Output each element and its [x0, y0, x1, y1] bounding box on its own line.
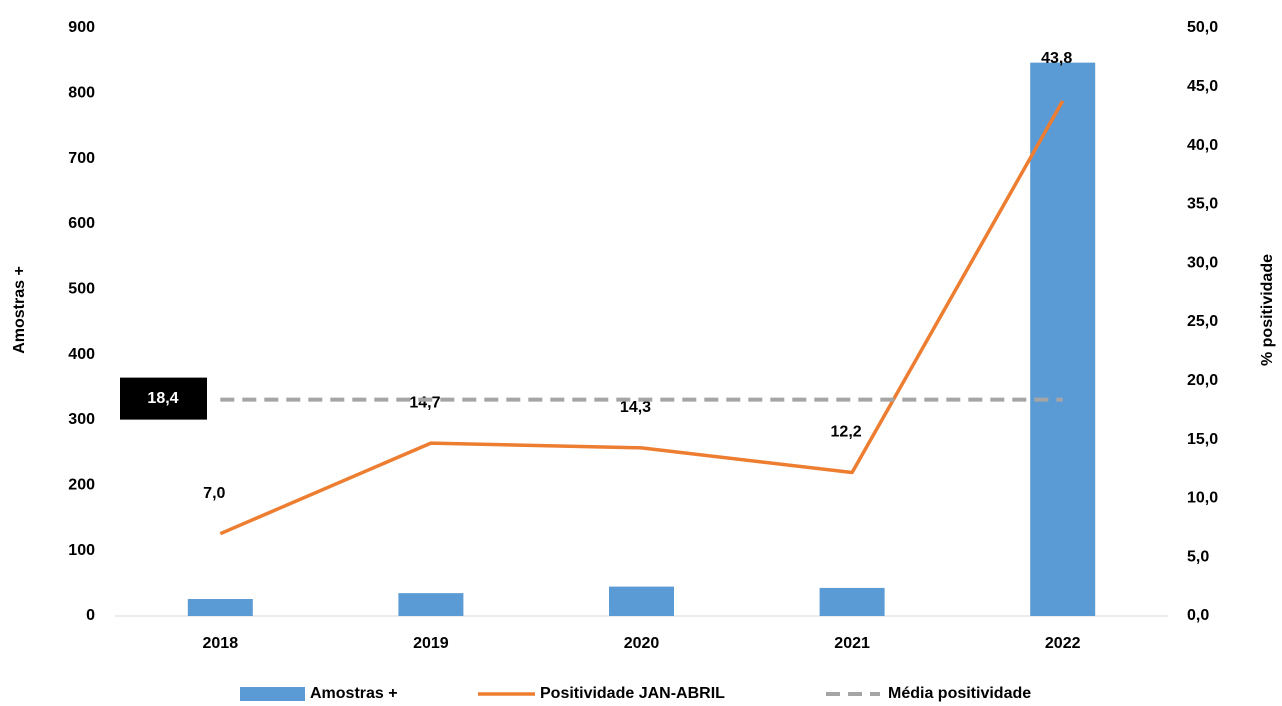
y-tick-label: 600 [68, 215, 95, 232]
y-tick-label: 0 [86, 607, 95, 624]
y-tick-label: 800 [68, 85, 95, 102]
y2-tick-label: 35,0 [1187, 196, 1218, 213]
x-tick-label: 2020 [624, 635, 660, 652]
y2-tick-label: 30,0 [1187, 254, 1218, 271]
y2-tick-label: 5,0 [1187, 548, 1209, 565]
y-tick-label: 700 [68, 150, 95, 167]
y2-tick-label: 45,0 [1187, 78, 1218, 95]
data-label: 43,8 [1041, 50, 1072, 67]
y2-tick-label: 15,0 [1187, 431, 1218, 448]
x-tick-label: 2018 [203, 635, 239, 652]
bar [398, 593, 464, 616]
bar [819, 587, 885, 616]
y-tick-label: 500 [68, 281, 95, 298]
bar [1030, 62, 1096, 617]
y-tick-label: 200 [68, 477, 95, 494]
y-tick-label: 900 [68, 19, 95, 36]
y2-tick-label: 50,0 [1187, 19, 1218, 36]
x-tick-label: 2021 [834, 635, 870, 652]
y2-tick-label: 10,0 [1187, 490, 1218, 507]
y2-tick-label: 25,0 [1187, 313, 1218, 330]
y-axis-label: Amostras + [11, 266, 28, 354]
data-label: 12,2 [831, 424, 862, 441]
y-tick-label: 400 [68, 346, 95, 363]
y2-axis-label: % positividade [1259, 254, 1276, 366]
x-tick-label: 2019 [413, 635, 449, 652]
bar [609, 586, 674, 616]
y2-tick-label: 20,0 [1187, 372, 1218, 389]
legend-label: Média positividade [888, 685, 1031, 702]
y-tick-label: 300 [68, 411, 95, 428]
reference-label-box [120, 377, 207, 420]
legend-label: Amostras + [310, 685, 398, 702]
data-label: 14,3 [620, 399, 651, 416]
data-label: 7,0 [203, 485, 225, 502]
y2-tick-label: 0,0 [1187, 607, 1209, 624]
legend-label: Positividade JAN-ABRIL [540, 685, 725, 702]
x-tick-label: 2022 [1045, 635, 1081, 652]
y2-tick-label: 40,0 [1187, 137, 1218, 154]
legend-swatch [240, 687, 305, 701]
bar [187, 599, 253, 616]
line [219, 100, 1065, 536]
data-label: 14,7 [409, 394, 440, 411]
reference-label: 18,4 [147, 390, 178, 407]
y-tick-label: 100 [68, 542, 95, 559]
